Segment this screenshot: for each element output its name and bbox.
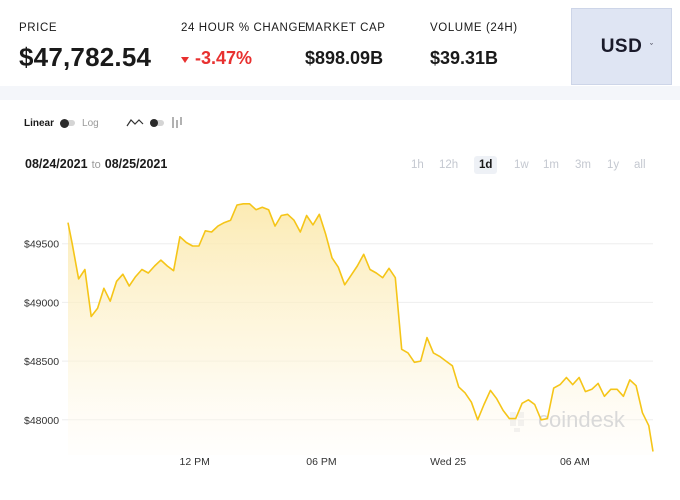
y-axis-labels: $49500 $49000 $48500 $48000	[24, 239, 59, 427]
candlestick-icon[interactable]	[172, 117, 182, 128]
scale-toggle-knob	[60, 118, 70, 128]
currency-code: USD	[600, 35, 643, 57]
range-1m[interactable]: 1m	[543, 159, 559, 171]
range-1h[interactable]: 1h	[411, 159, 424, 171]
volume-label: VOLUME (24H)	[430, 22, 518, 34]
y-tick-label: $48000	[24, 415, 59, 427]
price-chart[interactable]: $49500 $49000 $48500 $48000 coindesk 12 PM 0…	[0, 180, 680, 500]
chart-toolbar: Linear Log	[24, 115, 99, 131]
range-1d[interactable]: 1d	[474, 156, 498, 174]
price-line	[67, 203, 654, 452]
market-cap-label: MARKET CAP	[305, 22, 386, 34]
chevron-down-icon: ˇ	[650, 42, 653, 52]
date-range: 08/24/2021 to 08/25/2021	[25, 157, 167, 171]
log-scale-label[interactable]: Log	[82, 117, 99, 129]
currency-select[interactable]: USD ˇ	[571, 8, 672, 85]
chart-type-toggle[interactable]	[150, 119, 164, 127]
market-cap-value: $898.09B	[305, 48, 384, 68]
price-stat: PRICE $47,782.54	[19, 22, 151, 73]
price-amount: 47,782.54	[33, 42, 152, 72]
price-area-fill	[68, 203, 653, 455]
time-range-selector: 1h 12h 1d 1w 1m 3m 1y all	[0, 156, 680, 174]
watermark-text: coindesk	[538, 407, 626, 432]
x-tick-label: 12 PM	[180, 456, 210, 468]
x-axis-labels: 12 PM 06 PM Wed 25 06 AM	[180, 456, 590, 468]
market-cap-stat: MARKET CAP $898.09B	[305, 22, 386, 69]
down-arrow-icon	[181, 56, 189, 63]
scale-toggle[interactable]	[60, 118, 76, 128]
chart-type-controls	[126, 117, 182, 128]
currency-symbol: $	[19, 42, 34, 72]
header-divider	[0, 86, 680, 100]
coindesk-watermark: coindesk	[510, 407, 626, 432]
change-value: -3.47%	[181, 48, 306, 69]
range-1y[interactable]: 1y	[607, 159, 620, 171]
x-tick-label: 06 AM	[560, 456, 590, 468]
y-tick-label: $49000	[24, 297, 59, 309]
coindesk-logo-icon	[510, 412, 524, 432]
linear-scale-label[interactable]: Linear	[24, 117, 55, 129]
line-chart-icon[interactable]	[126, 119, 144, 127]
range-1w[interactable]: 1w	[514, 159, 529, 171]
date-connector: to	[91, 159, 101, 171]
date-to[interactable]: 08/25/2021	[104, 157, 168, 171]
price-header: PRICE $47,782.54 24 HOUR % CHANGE -3.47%…	[0, 0, 680, 100]
change-label: 24 HOUR % CHANGE	[181, 22, 307, 34]
change-stat: 24 HOUR % CHANGE -3.47%	[181, 22, 306, 69]
date-from[interactable]: 08/24/2021	[25, 157, 88, 171]
y-tick-label: $49500	[24, 239, 59, 251]
range-3m[interactable]: 3m	[575, 159, 591, 171]
range-all[interactable]: all	[634, 159, 646, 171]
price-value: $47,782.54	[19, 42, 151, 73]
volume-value: $39.31B	[430, 48, 499, 68]
change-amount: -3.47%	[195, 48, 253, 68]
price-label: PRICE	[19, 22, 58, 34]
y-tick-label: $48500	[24, 356, 59, 368]
x-tick-label: Wed 25	[430, 456, 466, 468]
x-tick-label: 06 PM	[306, 456, 336, 468]
range-12h[interactable]: 12h	[439, 159, 459, 171]
volume-stat: VOLUME (24H) $39.31B	[430, 22, 518, 69]
